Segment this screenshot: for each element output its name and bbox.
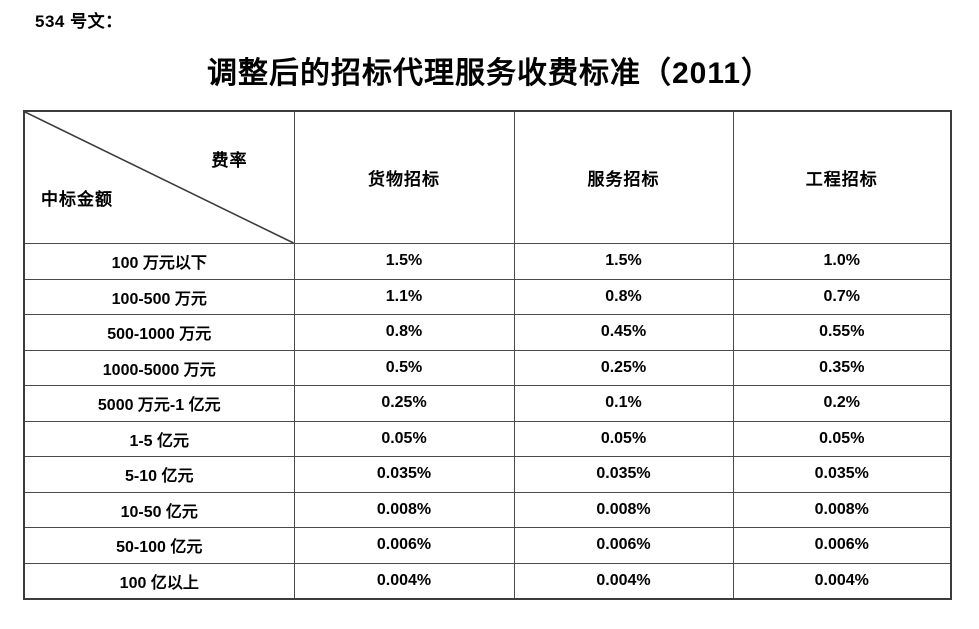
amount-range: 5000 万元-1 亿元 [23, 385, 295, 422]
rate-value: 0.8% [513, 278, 734, 315]
corner-label-amount: 中标金额 [41, 190, 113, 209]
rate-value: 0.006% [513, 527, 734, 564]
rate-value: 0.008% [293, 491, 515, 528]
table-row: 5000 万元-1 亿元 0.25% 0.1% 0.2% [23, 385, 952, 422]
rate-value: 0.05% [293, 420, 515, 457]
rate-value: 1.5% [513, 243, 734, 280]
amount-range: 10-50 亿元 [23, 491, 295, 528]
rate-value: 0.006% [732, 527, 952, 564]
column-header-engineering: 工程招标 [732, 110, 952, 244]
table-header-row: 费率 中标金额 货物招标 服务招标 工程招标 [23, 110, 952, 244]
amount-range: 1000-5000 万元 [23, 349, 295, 386]
table-row: 100 亿以上 0.004% 0.004% 0.004% [23, 562, 952, 599]
table-row: 500-1000 万元 0.8% 0.45% 0.55% [23, 314, 952, 351]
rate-value: 1.5% [293, 243, 515, 280]
rate-value: 1.1% [293, 278, 515, 315]
page-title: 调整后的招标代理服务收费标准（2011） [206, 57, 773, 90]
rate-value: 0.035% [293, 456, 515, 493]
amount-range: 100 亿以上 [23, 562, 295, 599]
table-row: 100-500 万元 1.1% 0.8% 0.7% [23, 278, 952, 315]
rate-value: 0.004% [293, 562, 515, 599]
table-row: 10-50 亿元 0.008% 0.008% 0.008% [23, 491, 952, 528]
rate-value: 0.25% [293, 385, 515, 422]
column-header-services: 服务招标 [513, 110, 734, 244]
rate-value: 0.55% [732, 314, 952, 351]
amount-range: 500-1000 万元 [23, 314, 295, 351]
amount-range: 1-5 亿元 [23, 420, 295, 457]
rate-value: 0.8% [293, 314, 515, 351]
rate-value: 0.25% [513, 349, 734, 386]
diagonal-divider-line [25, 112, 294, 243]
diagonal-corner-cell: 费率 中标金额 [23, 110, 295, 244]
amount-range: 100-500 万元 [23, 278, 295, 315]
rate-value: 0.035% [513, 456, 734, 493]
rate-value: 0.1% [513, 385, 734, 422]
table-row: 1-5 亿元 0.05% 0.05% 0.05% [23, 420, 952, 457]
table-row: 5-10 亿元 0.035% 0.035% 0.035% [23, 456, 952, 493]
table-row: 100 万元以下 1.5% 1.5% 1.0% [23, 243, 952, 280]
rate-value: 0.45% [513, 314, 734, 351]
rate-value: 0.035% [732, 456, 952, 493]
rate-value: 0.006% [293, 527, 515, 564]
column-header-goods: 货物招标 [293, 110, 515, 244]
rate-value: 0.05% [513, 420, 734, 457]
amount-range: 50-100 亿元 [23, 527, 295, 564]
amount-range: 100 万元以下 [23, 243, 295, 280]
doc-number-label: 534 号文： [35, 12, 123, 31]
corner-label-rate: 费率 [211, 151, 248, 170]
table-row: 1000-5000 万元 0.5% 0.25% 0.35% [23, 349, 952, 386]
table-row: 50-100 亿元 0.006% 0.006% 0.006% [23, 527, 952, 564]
rate-value: 1.0% [732, 243, 952, 280]
fee-rate-table: 费率 中标金额 货物招标 服务招标 工程招标 100 万元以下 1.5% 1.5… [23, 110, 952, 600]
rate-value: 0.35% [732, 349, 952, 386]
amount-range: 5-10 亿元 [23, 456, 295, 493]
rate-value: 0.5% [293, 349, 515, 386]
rate-value: 0.004% [732, 562, 952, 599]
rate-value: 0.7% [732, 278, 952, 315]
rate-value: 0.004% [513, 562, 734, 599]
rate-value: 0.008% [732, 491, 952, 528]
rate-value: 0.2% [732, 385, 952, 422]
rate-value: 0.05% [732, 420, 952, 457]
rate-value: 0.008% [513, 491, 734, 528]
